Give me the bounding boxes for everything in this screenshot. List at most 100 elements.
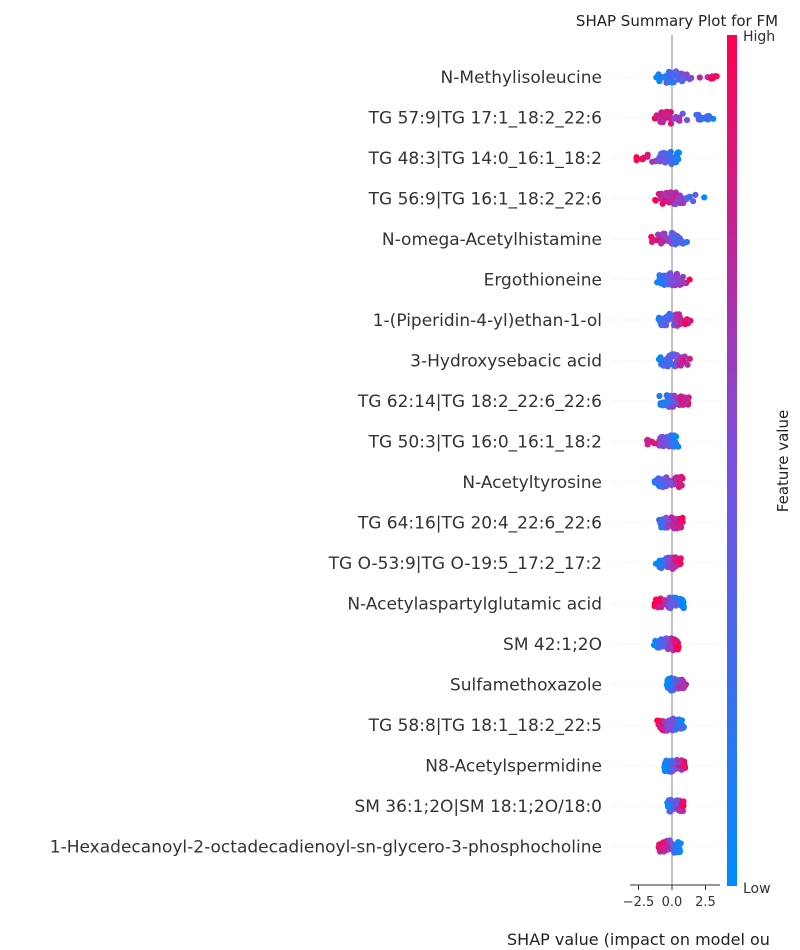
feature-label: Sulfamethoxazole: [450, 676, 602, 696]
shap-point: [676, 114, 683, 121]
shap-point: [660, 362, 667, 369]
shap-point: [676, 845, 683, 853]
shap-point: [675, 684, 682, 691]
shap-point: [677, 393, 685, 400]
shap-point: [662, 154, 669, 161]
shap-point: [683, 117, 691, 124]
shap-point: [659, 238, 667, 245]
shap-point: [664, 524, 671, 531]
shap-point: [658, 636, 665, 644]
shap-point: [679, 76, 686, 83]
shap-point: [669, 757, 676, 764]
shap-point: [679, 596, 686, 604]
shap-point: [673, 316, 681, 323]
shap-point: [653, 74, 660, 81]
shap-point: [681, 763, 688, 770]
shap-point: [669, 403, 677, 410]
shap-point: [690, 198, 697, 205]
shap-point: [680, 685, 687, 692]
feature-label: TG 50:3|TG 16:0_16:1_18:2: [368, 433, 602, 453]
chart-title: SHAP Summary Plot for FM: [576, 12, 778, 30]
shap-point: [682, 321, 689, 328]
shap-point: [660, 192, 667, 199]
x-tick-label: −2.5: [623, 895, 655, 910]
shap-point: [665, 555, 672, 563]
shap-point: [675, 149, 683, 156]
x-tick-group: −2.5 0.0 2.5: [623, 885, 716, 910]
feature-label: TG 56:9|TG 16:1_18:2_22:6: [368, 190, 602, 210]
shap-point: [680, 803, 687, 810]
shap-point: [668, 514, 675, 521]
colorbar-low-label: Low: [743, 881, 771, 897]
shap-point: [663, 392, 670, 399]
shap-point: [673, 474, 680, 481]
shap-point: [673, 70, 681, 77]
shap-point: [664, 682, 671, 689]
shap-point: [666, 808, 673, 815]
shap-point: [661, 844, 668, 851]
shap-point: [661, 597, 668, 604]
shap-point: [677, 523, 684, 530]
shap-point: [639, 156, 647, 163]
shap-point: [668, 72, 675, 79]
feature-label: N-Acetyltyrosine: [462, 473, 602, 493]
shap-point: [669, 599, 676, 606]
shap-point: [674, 156, 681, 163]
shap-point: [656, 644, 663, 651]
shap-point: [643, 437, 651, 444]
feature-label: N8-Acetylspermidine: [425, 757, 602, 777]
shap-point: [657, 354, 664, 361]
shap-point: [683, 316, 691, 323]
shap-point: [675, 758, 682, 766]
shap-point: [666, 310, 673, 317]
shap-point: [667, 159, 674, 166]
shap-point: [713, 73, 720, 80]
shap-point: [652, 196, 659, 204]
feature-label: 1-(Piperidin-4-yl)ethan-1-ol: [373, 311, 602, 331]
shap-point: [662, 273, 669, 280]
shap-point: [678, 239, 685, 246]
feature-label: TG 64:16|TG 20:4_22:6_22:6: [357, 514, 602, 534]
shap-point: [672, 637, 679, 644]
shap-point: [703, 113, 711, 120]
shap-point: [666, 273, 673, 280]
feature-label: SM 36:1;2O|SM 18:1;2O/18:0: [354, 797, 602, 817]
shap-point: [658, 109, 666, 116]
shap-point: [695, 111, 702, 118]
shap-point: [688, 74, 695, 82]
shap-point: [667, 148, 674, 155]
colorbar-high-label: High: [743, 29, 775, 45]
shap-point: [673, 645, 680, 652]
shap-point: [672, 800, 679, 808]
shap-point: [680, 603, 687, 610]
shap-point: [667, 435, 674, 442]
shap-point: [663, 111, 670, 118]
feature-label: TG 57:9|TG 17:1_18:2_22:6: [368, 109, 602, 129]
feature-label: 3-Hydroxysebacic acid: [410, 352, 602, 372]
shap-point: [658, 322, 665, 329]
feature-label: TG 48:3|TG 14:0_16:1_18:2: [368, 149, 602, 169]
shap-point: [658, 441, 665, 448]
x-axis-label: SHAP value (impact on model ou: [507, 930, 770, 949]
shap-point: [657, 434, 664, 442]
shap-point: [657, 560, 664, 567]
shap-point: [680, 279, 687, 287]
shap-point: [656, 392, 663, 400]
shap-point: [666, 238, 673, 245]
shap-point: [680, 357, 687, 364]
shap-point: [672, 201, 679, 208]
shap-point: [644, 151, 651, 158]
shap-point: [661, 762, 669, 770]
feature-label: TG 62:14|TG 18:2_22:6_22:6: [357, 392, 602, 412]
shap-point: [674, 233, 681, 240]
colorbar-axis-label: Feature value: [774, 410, 792, 512]
shap-point: [660, 839, 667, 846]
shap-point: [648, 238, 656, 245]
shap-point: [663, 399, 670, 406]
shap-point: [667, 479, 674, 486]
shap-point: [676, 311, 683, 318]
shap-point: [668, 521, 675, 529]
colorbar: [727, 35, 737, 886]
shap-point: [661, 718, 668, 725]
